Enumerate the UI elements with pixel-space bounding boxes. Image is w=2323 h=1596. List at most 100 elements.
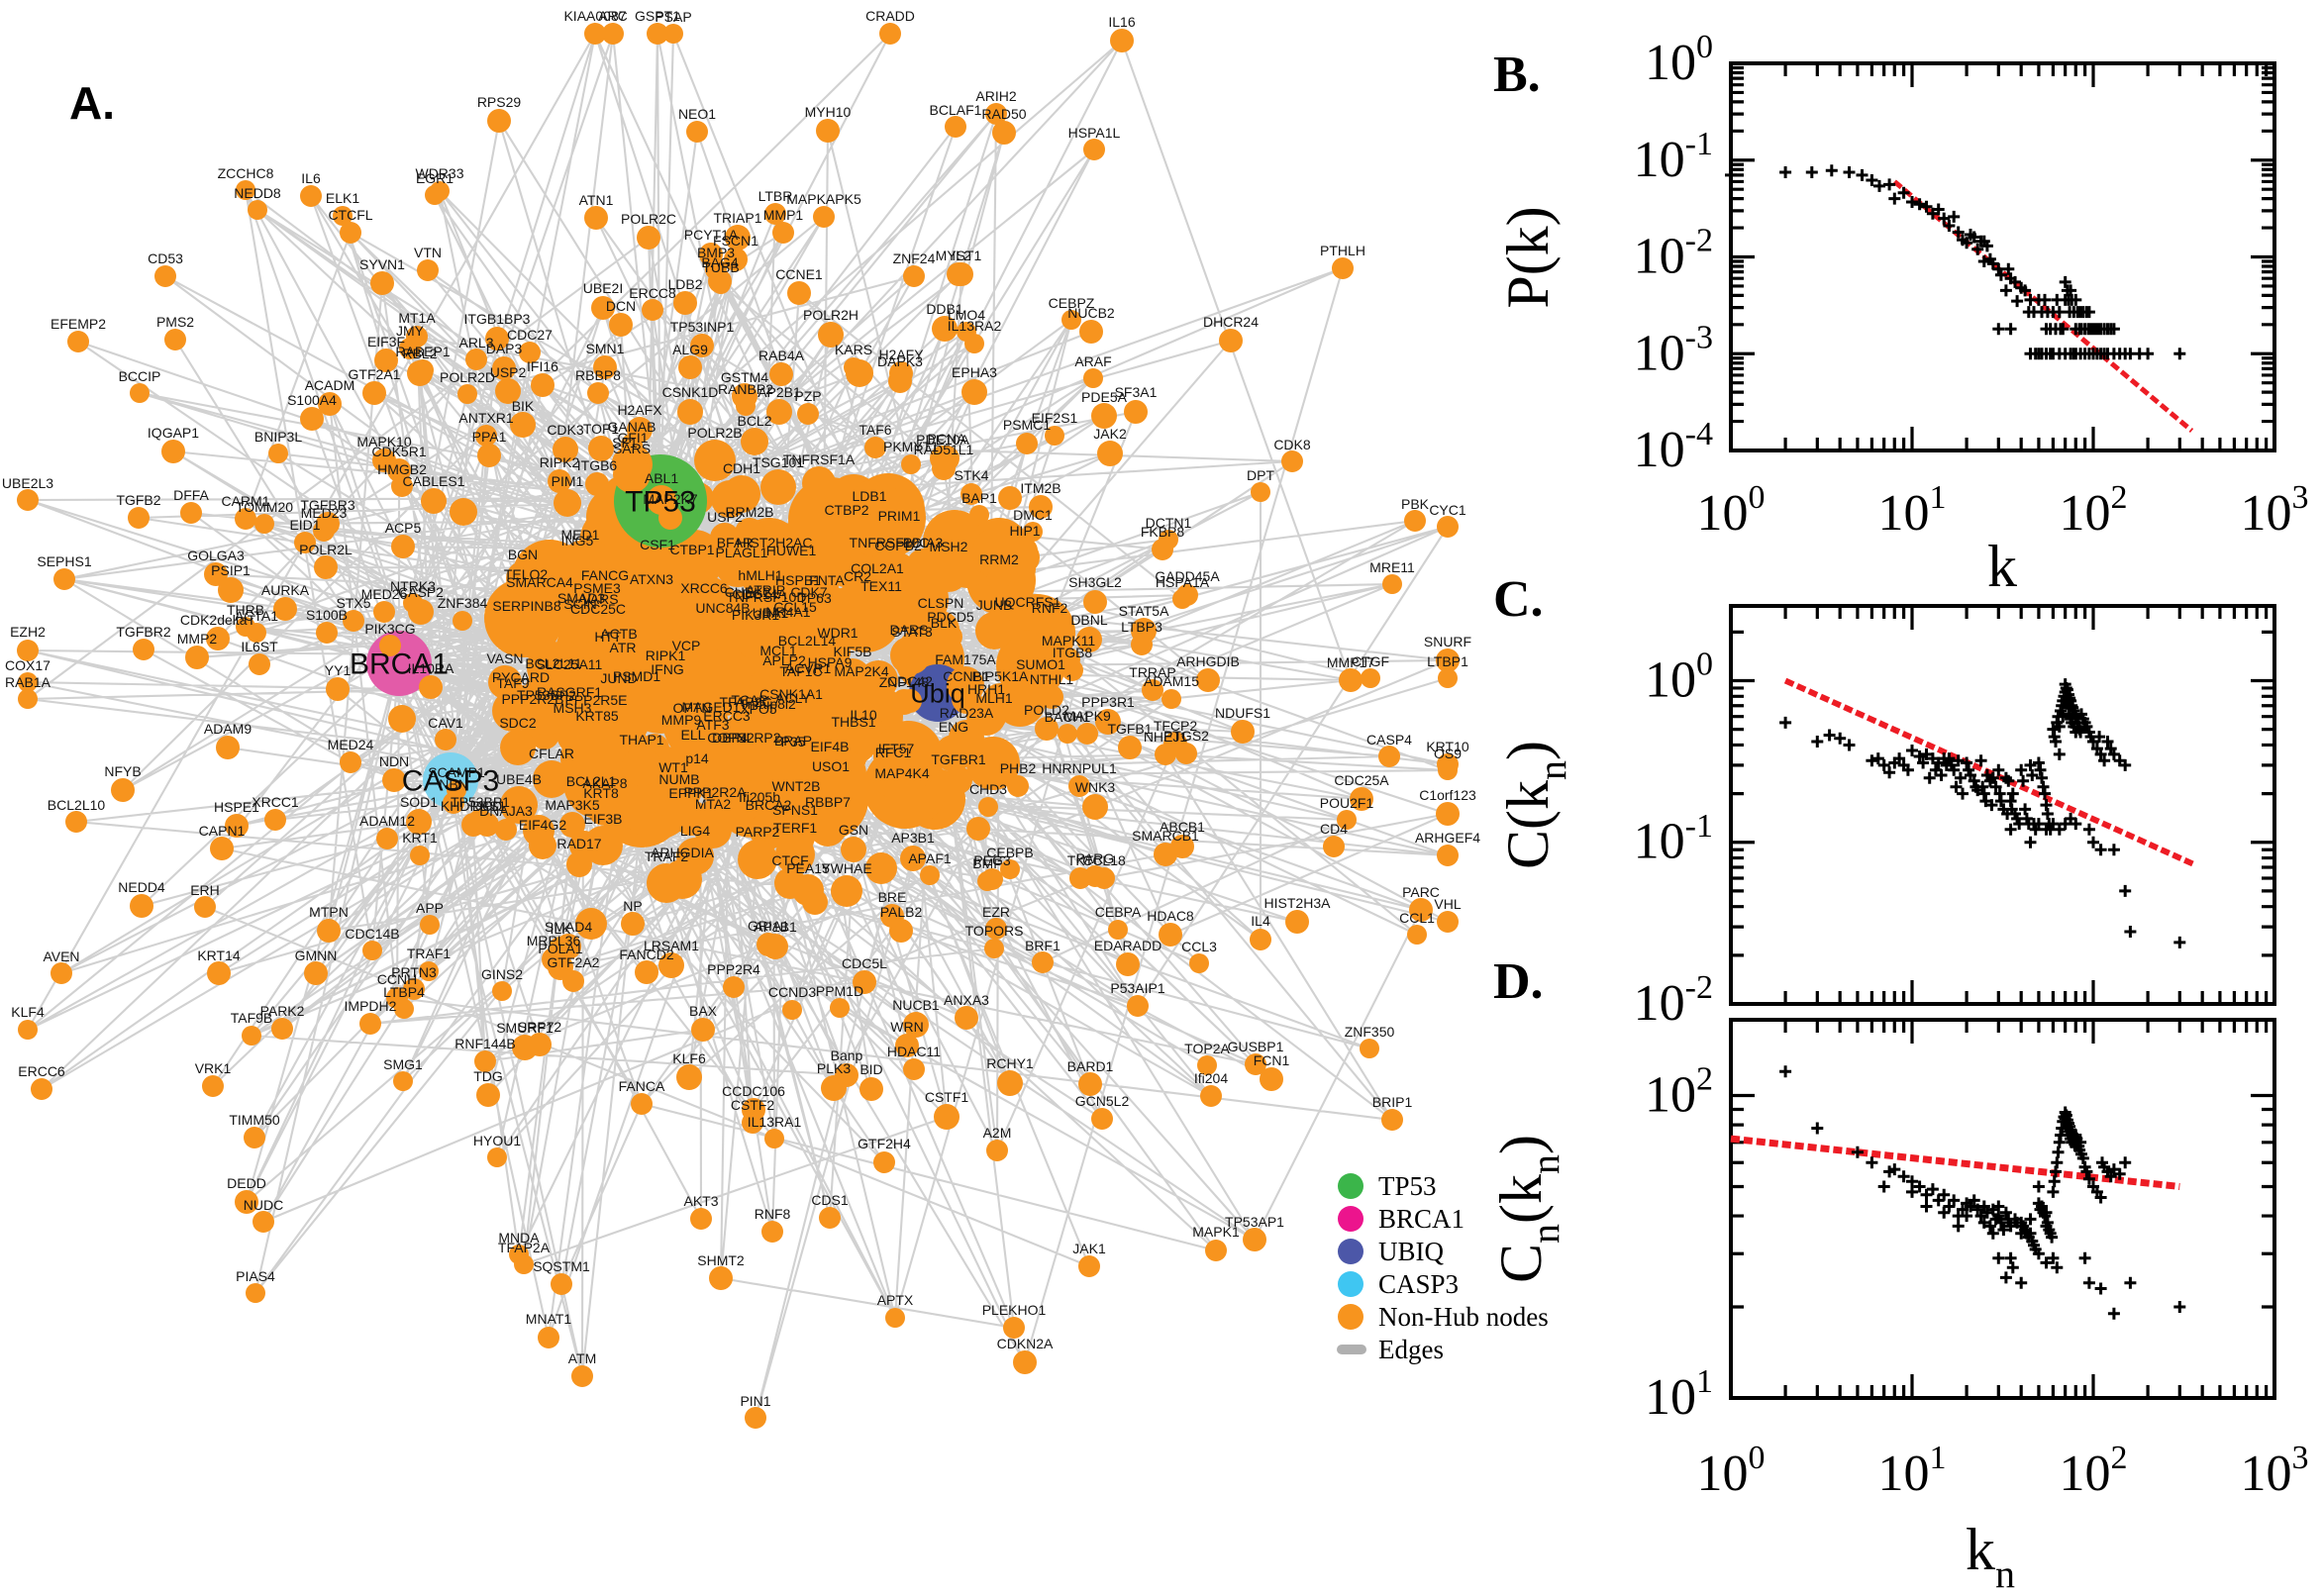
network-node — [133, 639, 154, 660]
node-label: PPA1 — [472, 429, 507, 445]
node-label: ERCC3 — [703, 708, 751, 724]
network-node — [710, 523, 740, 552]
node-label: ACLY — [775, 690, 811, 706]
network-node — [841, 837, 866, 862]
network-node — [676, 1064, 702, 1090]
node-label: SDC2 — [499, 715, 537, 731]
node-label: ANXA3 — [944, 992, 989, 1008]
node-label: LTBR — [758, 188, 793, 204]
y-axis-tick-label: 10-1 — [1634, 126, 1713, 188]
network-node — [225, 814, 249, 838]
network-node — [1437, 845, 1459, 866]
network-node — [1012, 538, 1038, 563]
node-label: HYOU1 — [473, 1133, 521, 1148]
node-label: NEO1 — [678, 106, 716, 122]
network-node — [769, 362, 793, 386]
node-label: BNIP3L — [254, 429, 302, 445]
network-node — [830, 998, 850, 1018]
node-label: PSMD1 — [613, 668, 660, 684]
node-label: SMN1 — [586, 341, 625, 356]
network-node — [997, 1070, 1023, 1096]
node-label: FANCD2 — [619, 947, 673, 962]
network-node — [831, 875, 862, 907]
network-node — [813, 206, 835, 228]
node-label: CASP2 — [398, 584, 444, 600]
node-label: IL16 — [1108, 14, 1135, 30]
node-label: AP2B1 — [758, 384, 801, 400]
node-label: MAP4K4 — [874, 765, 929, 781]
network-node — [1196, 668, 1220, 692]
node-label: GINS2 — [481, 966, 523, 982]
network-node — [18, 1020, 38, 1040]
network-node — [1116, 952, 1140, 976]
network-node — [207, 961, 231, 985]
node-label: KRT1 — [402, 830, 438, 846]
node-label: DBF4 — [712, 730, 748, 746]
node-label: EIF4G2 — [519, 817, 566, 833]
network-node — [825, 640, 851, 665]
node-label: ATM — [568, 1350, 597, 1366]
node-label: XPO5 — [740, 701, 777, 717]
node-label: HSPA9 — [808, 654, 853, 670]
network-node — [128, 507, 150, 529]
network-node — [589, 801, 613, 825]
node-label: PSIP1 — [211, 562, 251, 578]
node-label: IL13RA2 — [948, 318, 1002, 334]
node-label: ITM2B — [1020, 480, 1060, 496]
node-label: GTF2A2 — [548, 954, 600, 970]
node-label: SF1 — [612, 435, 638, 450]
node-label: PDCD5 — [927, 609, 974, 625]
node-label: MYST1 — [936, 248, 982, 263]
node-label: KLF4 — [11, 1004, 45, 1020]
network-node — [510, 412, 536, 438]
node-label: MT1A — [398, 310, 436, 326]
network-node — [1437, 516, 1459, 538]
network-node — [1404, 510, 1426, 532]
node-label: RNF8 — [755, 1206, 791, 1222]
node-label: MTA2 — [695, 796, 732, 812]
network-node — [1061, 659, 1083, 681]
y-axis-title: C(kn) — [1495, 741, 1574, 869]
ubiq-swatch-icon — [1338, 1239, 1364, 1264]
network-node — [709, 615, 737, 643]
node-label: ITGB1BP3 — [464, 311, 531, 327]
network-node — [699, 243, 723, 266]
node-label: AP1B1 — [754, 919, 797, 935]
node-label: CTGF — [1352, 653, 1389, 669]
node-label: HDAC11 — [887, 1044, 941, 1059]
node-label: TGFBR1 — [931, 751, 985, 767]
network-node — [691, 1018, 715, 1042]
chart-d-frame — [1729, 1018, 2276, 1400]
network-node — [879, 23, 901, 45]
x-axis-tick-label: 101 — [1878, 479, 1947, 542]
network-node — [593, 355, 617, 379]
network-node — [1110, 29, 1134, 52]
node-label: CSNK1A1 — [759, 686, 823, 702]
chart-degree-distribution: 100 101 102 103 100 10-1 10-2 10-3 10-4 k P(k) — [1495, 29, 2309, 599]
node-label: SMARCA4 — [506, 574, 573, 590]
network-node — [864, 437, 886, 458]
network-node — [755, 711, 780, 737]
node-label: YWHAE — [821, 860, 871, 876]
node-label: EPPK1 — [668, 785, 713, 801]
network-node — [1078, 1255, 1100, 1277]
node-label: ADAM15 — [1144, 673, 1199, 689]
network-node — [1285, 910, 1309, 934]
network-node — [755, 604, 778, 628]
node-label: JUNB — [976, 597, 1013, 613]
network-node — [1083, 590, 1107, 614]
node-label: DBNL — [1070, 612, 1108, 628]
network-node — [1029, 495, 1053, 519]
network-node — [154, 265, 176, 287]
node-label: AVEN — [43, 948, 79, 964]
node-label: VTN — [414, 245, 442, 260]
network-node — [986, 1140, 1008, 1161]
node-label: ATR — [610, 640, 637, 655]
node-label: CCNE1 — [775, 266, 823, 282]
node-label: BMF — [972, 855, 1002, 871]
node-label: BARD1 — [1067, 1058, 1114, 1074]
node-label: ATRIP — [746, 582, 785, 598]
node-label: ILK — [550, 921, 571, 937]
node-label: HSPA1L — [1068, 125, 1121, 141]
node-label: CDK3 — [547, 422, 584, 438]
